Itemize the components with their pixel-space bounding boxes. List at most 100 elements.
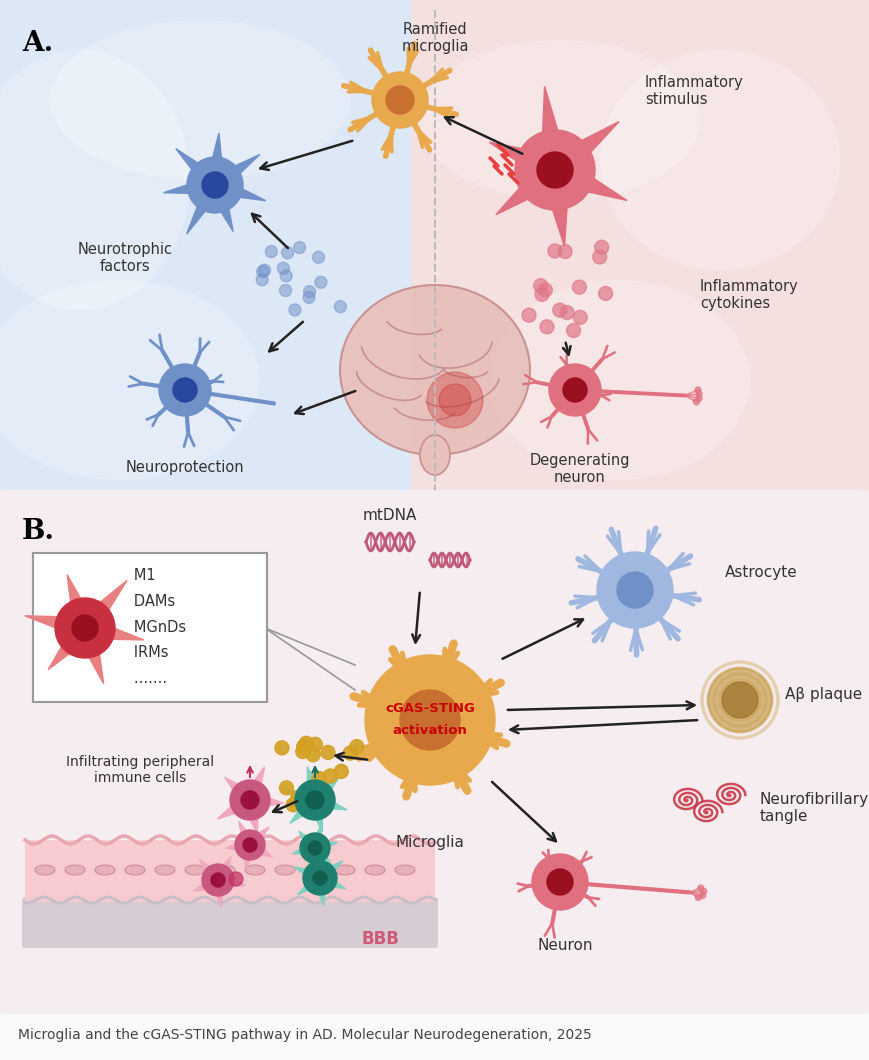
- Circle shape: [699, 893, 705, 899]
- Ellipse shape: [489, 280, 749, 480]
- Circle shape: [694, 387, 700, 393]
- Circle shape: [289, 794, 303, 809]
- Circle shape: [312, 251, 324, 263]
- Circle shape: [302, 861, 336, 895]
- Circle shape: [308, 738, 322, 752]
- Circle shape: [313, 871, 327, 885]
- Circle shape: [55, 598, 115, 658]
- FancyBboxPatch shape: [0, 0, 441, 505]
- Circle shape: [159, 364, 211, 416]
- Circle shape: [721, 682, 757, 718]
- Circle shape: [72, 615, 98, 641]
- Polygon shape: [292, 825, 337, 870]
- Circle shape: [566, 323, 580, 337]
- Circle shape: [275, 741, 289, 755]
- Circle shape: [295, 744, 309, 759]
- Circle shape: [290, 791, 304, 805]
- Ellipse shape: [340, 285, 529, 455]
- Circle shape: [296, 740, 310, 754]
- Circle shape: [289, 304, 301, 316]
- Circle shape: [349, 740, 363, 754]
- Circle shape: [308, 841, 322, 855]
- Circle shape: [282, 247, 293, 259]
- FancyBboxPatch shape: [33, 553, 267, 702]
- Circle shape: [548, 364, 600, 416]
- Ellipse shape: [0, 280, 260, 480]
- Circle shape: [279, 284, 291, 297]
- Circle shape: [202, 864, 234, 896]
- Circle shape: [594, 241, 608, 254]
- Text: Inflammatory
cytokines: Inflammatory cytokines: [700, 279, 798, 312]
- Circle shape: [573, 311, 587, 324]
- Text: activation: activation: [392, 724, 467, 737]
- Circle shape: [552, 303, 566, 317]
- Ellipse shape: [155, 865, 175, 874]
- Ellipse shape: [305, 865, 325, 874]
- Circle shape: [211, 873, 225, 887]
- Polygon shape: [282, 766, 347, 832]
- Ellipse shape: [395, 865, 415, 874]
- Circle shape: [173, 378, 196, 402]
- Text: Ramified
microglia: Ramified microglia: [401, 22, 468, 54]
- Text: mtDNA: mtDNA: [362, 508, 417, 523]
- Polygon shape: [225, 822, 272, 868]
- Circle shape: [255, 273, 268, 286]
- Text: Astrocyte: Astrocyte: [724, 565, 797, 580]
- Circle shape: [365, 655, 494, 785]
- Circle shape: [694, 895, 700, 901]
- Polygon shape: [24, 575, 143, 684]
- Circle shape: [533, 279, 547, 293]
- Circle shape: [265, 246, 277, 258]
- Ellipse shape: [0, 50, 189, 310]
- Text: Inflammatory
stimulus: Inflammatory stimulus: [644, 75, 743, 107]
- Text: Neuroprotection: Neuroprotection: [125, 460, 244, 475]
- Circle shape: [300, 833, 329, 863]
- Circle shape: [596, 552, 673, 628]
- Bar: [25, 840, 434, 902]
- Circle shape: [521, 308, 535, 322]
- Circle shape: [334, 764, 348, 778]
- Circle shape: [400, 690, 460, 750]
- Circle shape: [572, 280, 586, 294]
- Circle shape: [693, 399, 699, 405]
- Circle shape: [241, 791, 259, 809]
- Circle shape: [279, 781, 293, 795]
- Ellipse shape: [335, 865, 355, 874]
- Ellipse shape: [365, 865, 385, 874]
- Ellipse shape: [95, 865, 115, 874]
- Ellipse shape: [245, 865, 265, 874]
- Circle shape: [323, 768, 337, 783]
- Ellipse shape: [600, 50, 839, 270]
- Circle shape: [547, 869, 573, 895]
- Circle shape: [302, 292, 315, 303]
- Text: Infiltrating peripheral
immune cells: Infiltrating peripheral immune cells: [66, 755, 214, 785]
- Circle shape: [235, 830, 265, 860]
- Polygon shape: [193, 856, 245, 906]
- Text: Degenerating
neuron: Degenerating neuron: [529, 453, 629, 485]
- FancyBboxPatch shape: [412, 0, 869, 505]
- Circle shape: [306, 791, 323, 809]
- Text: Microglia and the cGAS-STING pathway in AD. Molecular Neurodegeneration, 2025: Microglia and the cGAS-STING pathway in …: [18, 1028, 591, 1042]
- Circle shape: [229, 780, 269, 820]
- Text: B.: B.: [22, 518, 55, 545]
- Circle shape: [306, 747, 320, 762]
- Circle shape: [598, 286, 612, 300]
- Ellipse shape: [420, 435, 449, 475]
- Circle shape: [540, 320, 554, 334]
- Circle shape: [202, 172, 228, 198]
- Ellipse shape: [185, 865, 205, 874]
- Circle shape: [439, 384, 470, 416]
- Ellipse shape: [35, 865, 55, 874]
- Ellipse shape: [125, 865, 145, 874]
- Polygon shape: [488, 86, 627, 247]
- Polygon shape: [294, 849, 345, 905]
- Circle shape: [547, 244, 561, 258]
- Circle shape: [187, 157, 242, 213]
- Circle shape: [242, 838, 256, 852]
- Circle shape: [531, 854, 587, 909]
- Circle shape: [514, 130, 594, 210]
- Circle shape: [256, 266, 269, 278]
- Circle shape: [695, 391, 701, 398]
- Circle shape: [538, 283, 552, 297]
- Circle shape: [315, 277, 327, 288]
